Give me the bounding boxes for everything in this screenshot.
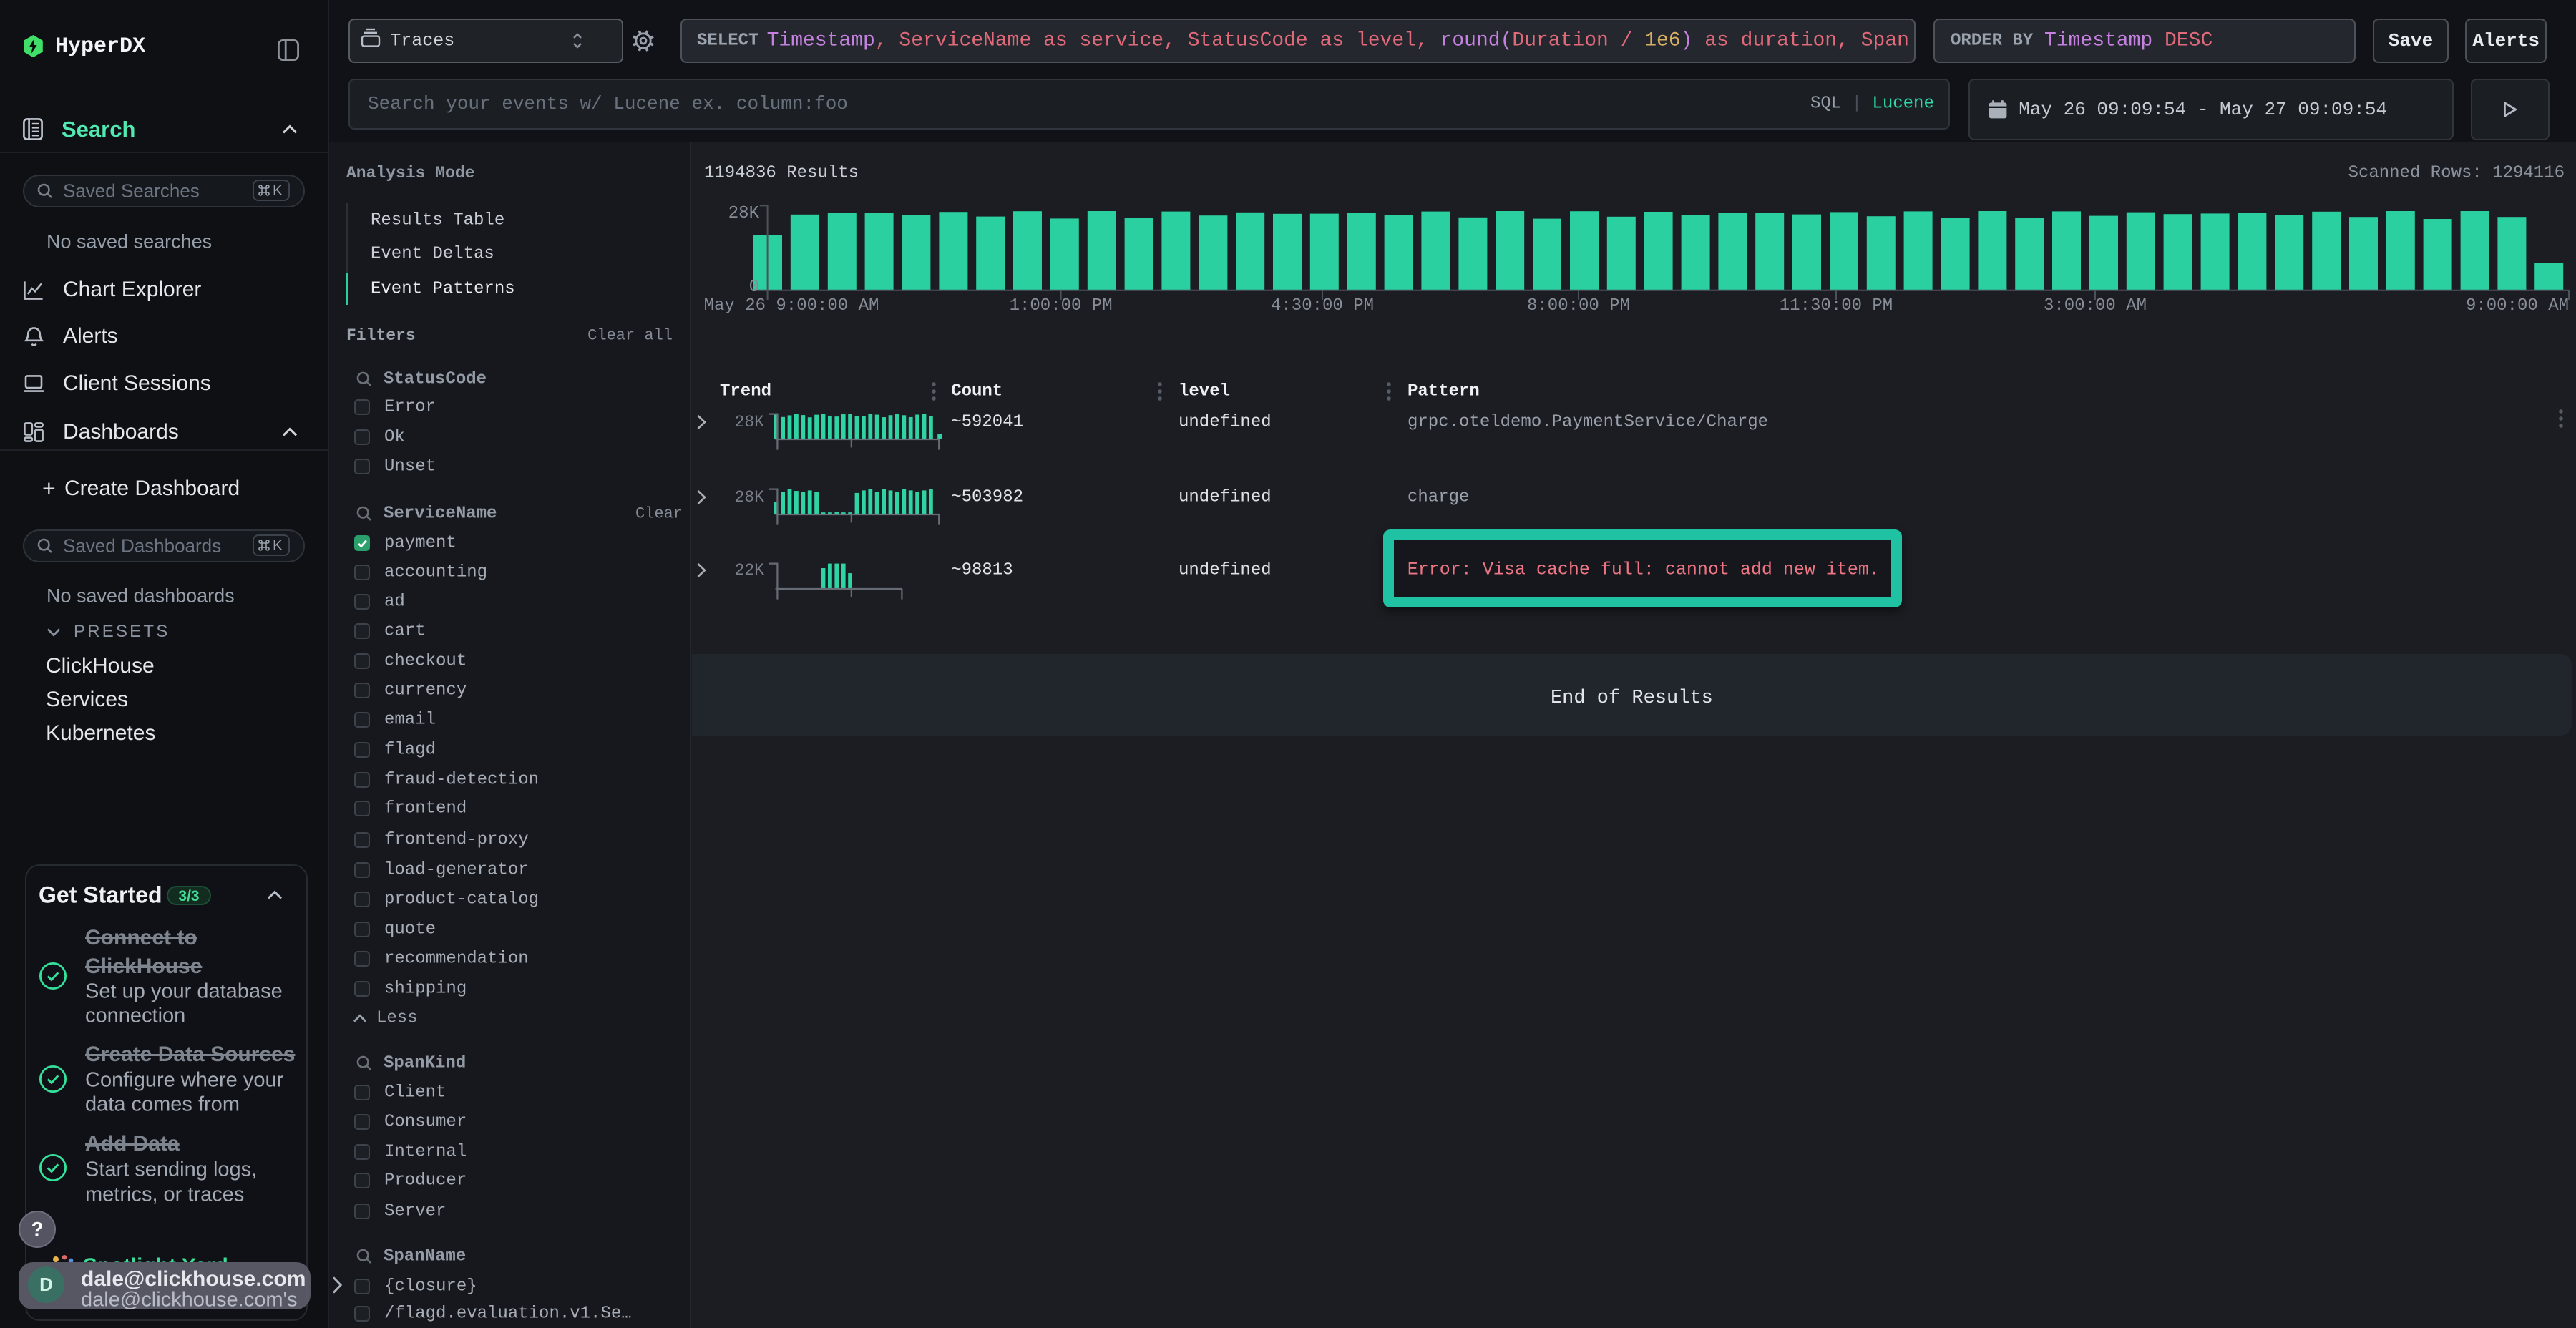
svg-text:1:00:00 PM: 1:00:00 PM [1010,296,1113,315]
svg-text:3:00:00 AM: 3:00:00 AM [2044,296,2147,315]
svg-text:11:30:00 PM: 11:30:00 PM [1780,296,1893,315]
svg-text:9:00:00 AM: 9:00:00 AM [2466,296,2569,315]
svg-text:8:00:00 PM: 8:00:00 PM [1527,296,1630,315]
svg-text:4:30:00 PM: 4:30:00 PM [1271,296,1374,315]
svg-text:28K: 28K [728,204,760,223]
svg-text:0: 0 [749,278,759,297]
svg-text:May 26 9:00:00 AM: May 26 9:00:00 AM [704,296,879,315]
